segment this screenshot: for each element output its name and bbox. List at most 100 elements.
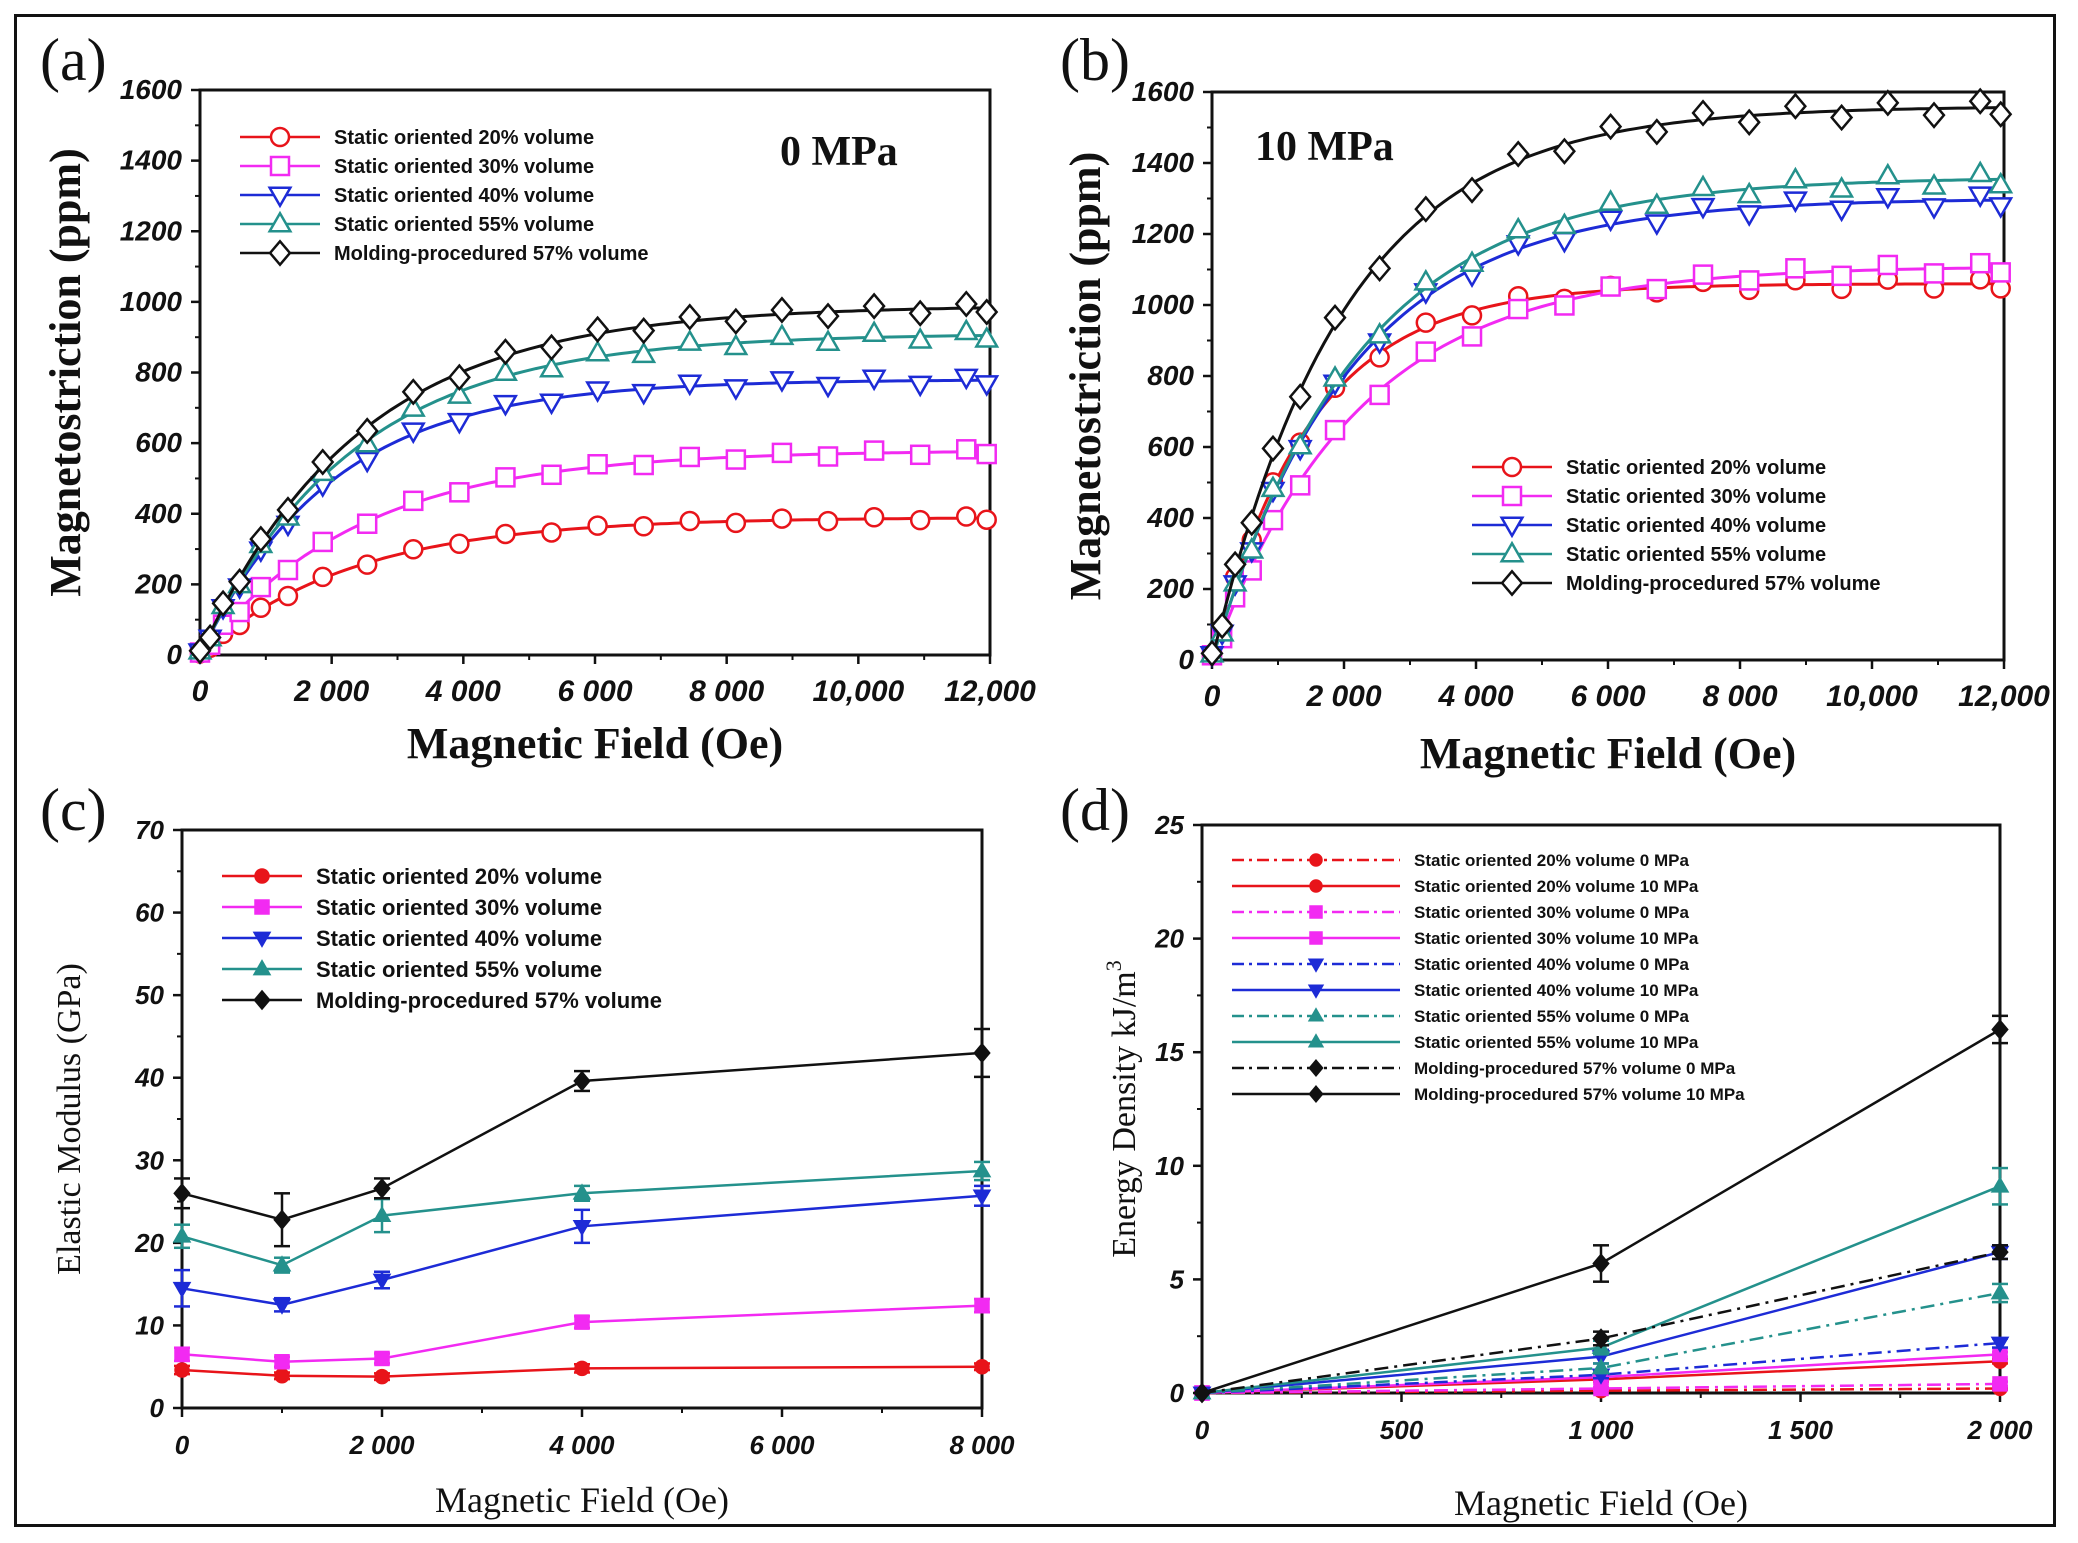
legend-label: Static oriented 40% volume 10 MPa [1414,981,1699,1000]
y-tick-label: 400 [1146,502,1194,533]
legend-marker [268,239,292,267]
data-point [1592,1253,1610,1274]
legend-entry: Static oriented 30% volume 10 MPa [1232,929,1699,948]
data-point [1988,197,2014,219]
data-point [954,290,978,318]
data-point [723,333,749,356]
x-tick-label: 6 000 [557,675,632,708]
data-point [1989,100,2013,128]
data-point [1287,432,1313,455]
data-point [492,394,518,417]
legend-entry: Molding-procedured 57% volume [222,988,662,1013]
data-point [907,375,933,398]
legend-marker [1307,984,1325,999]
data-point [1736,205,1762,227]
data-point [679,510,701,532]
legend-entry: Static oriented 30% volume [240,155,594,178]
data-point [274,1354,290,1370]
data-point [272,1255,292,1272]
legend-marker [252,959,272,976]
x-tick-label: 4 000 [1437,680,1513,713]
legend-label: Static oriented 20% volume [316,864,602,889]
data-point [1736,181,1762,204]
data-point [172,1281,192,1299]
y-axis-label: Energy Density kJ/m3 [1101,960,1143,1257]
x-tick-label: 10,000 [812,675,904,708]
y-axis-label-superscript: 3 [1101,960,1126,971]
data-point [1598,210,1624,233]
data-point [974,1297,990,1314]
x-tick-label: 4 000 [425,675,501,708]
x-tick-label: 2 000 [293,675,369,708]
data-point [1288,383,1312,411]
data-point [1193,1382,1211,1404]
data-point [495,523,516,545]
data-point [1690,174,1716,197]
legend-label: Static oriented 30% volume [1566,486,1826,508]
data-point [495,467,516,488]
x-tick-label: 1 000 [1568,1415,1634,1445]
x-tick-label: 0 [1195,1415,1210,1445]
x-tick-label: 8 000 [1702,680,1777,713]
data-point [539,393,565,416]
x-tick-label: 0 [192,675,209,708]
data-point [356,513,378,534]
data-point [816,302,840,330]
y-tick-label: 200 [1146,573,1194,604]
data-point [632,317,656,345]
y-tick-label: 0 [150,1393,165,1423]
y-tick-label: 50 [135,980,164,1010]
legend-marker [267,210,293,233]
y-tick-label: 0 [1170,1378,1185,1408]
data-point [974,1358,990,1375]
data-point [539,355,565,378]
data-point [953,318,979,341]
data-point [374,1368,390,1385]
data-point [1991,1241,2009,1263]
data-point [956,506,977,527]
data-point [493,338,517,366]
y-tick-label: 30 [135,1145,164,1175]
y-tick-label: 200 [134,568,182,599]
data-point [1554,295,1575,316]
y-tick-label: 1400 [1132,147,1195,178]
data-point [1783,92,1807,120]
data-point [1239,536,1265,559]
data-point [1598,189,1624,211]
data-point [677,329,703,351]
data-point [1413,268,1439,291]
legend-label: Static oriented 30% volume 10 MPa [1414,929,1699,948]
data-point [1691,99,1715,127]
data-point [1738,270,1760,291]
legend-entry: Static oriented 40% volume 10 MPa [1232,981,1699,1000]
data-point [1829,200,1855,223]
data-point [1875,162,1901,185]
y-tick-label: 1200 [120,215,183,246]
data-point [1829,176,1855,198]
legend-entry: Static oriented 20% volume [222,864,602,889]
y-tick-label: 1200 [1132,218,1195,249]
data-point [374,1350,390,1367]
data-point [403,490,424,512]
data-point [372,1205,392,1222]
legend-entry: Static oriented 30% volume [222,895,602,920]
data-point [356,554,378,575]
legend-marker [1308,1085,1324,1103]
data-point [972,1161,992,1178]
y-tick-label: 1000 [1132,289,1195,320]
series-diamond-4 [1200,87,2013,667]
x-tick-label: 2 000 [1305,680,1381,713]
data-point [863,440,885,461]
x-axis-label: Magnetic Field (Oe) [1454,1483,1748,1523]
legend-marker [1307,1033,1325,1048]
data-point [1991,1019,2009,1040]
data-point [972,1189,992,1206]
y-tick-label: 0 [166,639,182,670]
series-2 [172,1184,992,1315]
data-point [1461,305,1483,326]
data-point [631,383,657,406]
legend-label: Static oriented 55% volume 0 MPa [1414,1007,1689,1026]
x-tick-label: 1 500 [1768,1415,1834,1445]
legend-entry: Molding-procedured 57% volume 10 MPa [1232,1085,1745,1104]
